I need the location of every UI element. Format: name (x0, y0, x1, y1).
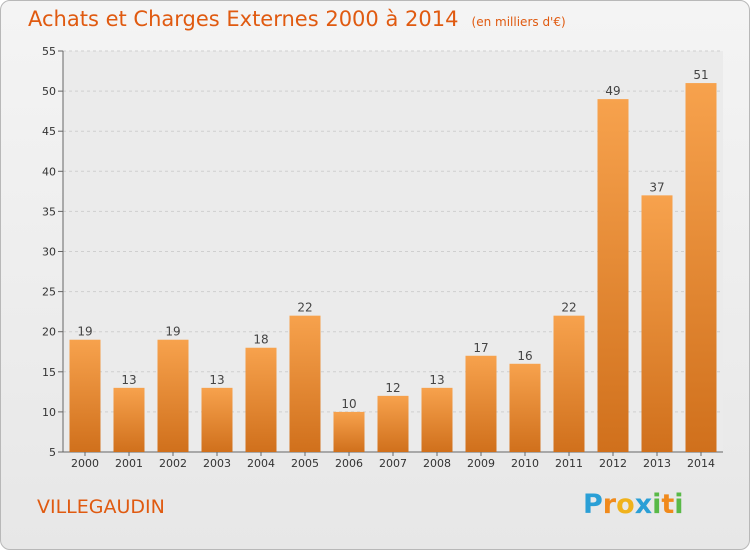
y-tick-label: 25 (42, 286, 56, 299)
bar-2014 (685, 83, 717, 452)
logo-letter: r (602, 489, 617, 520)
bar-2011 (553, 315, 585, 452)
data-label-2014: 51 (693, 68, 708, 82)
logo-letter: i (652, 489, 662, 520)
chart-title: Achats et Charges Externes 2000 à 2014 (… (28, 7, 566, 31)
x-tick-label-2014: 2014 (687, 457, 715, 470)
y-tick-label: 45 (42, 125, 56, 138)
data-label-2003: 13 (209, 373, 224, 387)
data-label-2004: 18 (253, 333, 268, 347)
x-tick-label-2005: 2005 (291, 457, 319, 470)
data-label-2000: 19 (77, 325, 92, 339)
proxiti-logo: Proxiti (583, 489, 684, 520)
data-label-2008: 13 (429, 373, 444, 387)
x-tick-label-2011: 2011 (555, 457, 583, 470)
x-tick-label-2007: 2007 (379, 457, 407, 470)
bar-2002 (157, 339, 189, 452)
y-tick-label: 35 (42, 205, 56, 218)
x-tick-label-2006: 2006 (335, 457, 363, 470)
logo-letter: t (661, 489, 675, 520)
x-tick-label-2004: 2004 (247, 457, 275, 470)
y-tick-label: 5 (49, 446, 56, 459)
bar-2003 (201, 387, 233, 452)
commune-name: VILLEGAUDIN (37, 496, 165, 518)
bar-2009 (465, 355, 497, 452)
bar-2010 (509, 363, 541, 452)
y-tick-label: 10 (42, 406, 56, 419)
logo-letter: x (634, 489, 653, 520)
bar-2013 (641, 195, 673, 453)
data-label-2006: 10 (341, 397, 356, 411)
data-label-2013: 37 (649, 180, 664, 194)
data-label-2012: 49 (605, 84, 620, 98)
x-tick-label-2002: 2002 (159, 457, 187, 470)
y-tick-label: 30 (42, 246, 56, 259)
bar-2000 (69, 339, 101, 452)
data-label-2001: 13 (121, 373, 136, 387)
y-tick-label: 20 (42, 326, 56, 339)
logo-letter: P (583, 489, 603, 520)
bar-2001 (113, 387, 145, 452)
data-label-2007: 12 (385, 381, 400, 395)
y-tick-label: 15 (42, 366, 56, 379)
y-tick-label: 50 (42, 85, 56, 98)
data-label-2011: 22 (561, 301, 576, 315)
x-tick-label-2001: 2001 (115, 457, 143, 470)
x-tick-label-2013: 2013 (643, 457, 671, 470)
logo-letter: i (674, 489, 684, 520)
logo-letter: o (616, 489, 635, 520)
data-label-2005: 22 (297, 301, 312, 315)
bar-2012 (597, 99, 629, 453)
y-tick-label: 55 (42, 45, 56, 58)
data-label-2002: 19 (165, 325, 180, 339)
x-tick-label-2010: 2010 (511, 457, 539, 470)
x-tick-label-2008: 2008 (423, 457, 451, 470)
data-label-2010: 16 (517, 349, 532, 363)
bar-2007 (377, 395, 409, 452)
chart-unit-label: (en milliers d'€) (471, 15, 566, 29)
x-tick-label-2009: 2009 (467, 457, 495, 470)
bar-2004 (245, 347, 277, 452)
bar-2008 (421, 387, 453, 452)
x-tick-label-2000: 2000 (71, 457, 99, 470)
y-tick-label: 40 (42, 165, 56, 178)
bar-2006 (333, 411, 365, 452)
data-label-2009: 17 (473, 341, 488, 355)
x-tick-label-2003: 2003 (203, 457, 231, 470)
x-tick-label-2012: 2012 (599, 457, 627, 470)
bar-2005 (289, 315, 321, 452)
chart-title-text: Achats et Charges Externes 2000 à 2014 (28, 7, 459, 31)
